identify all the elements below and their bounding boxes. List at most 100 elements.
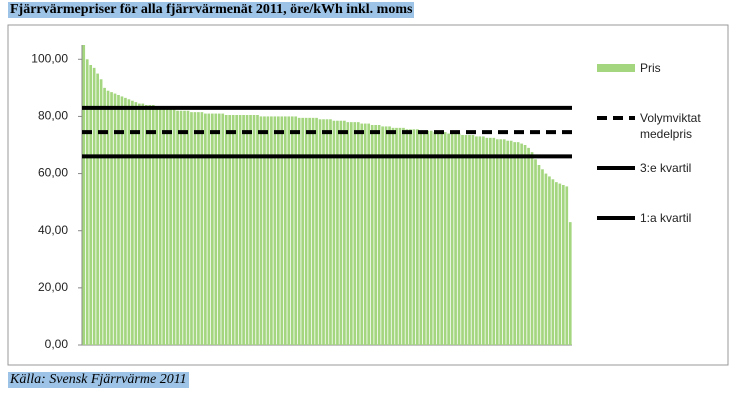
bar bbox=[541, 169, 544, 345]
legend-swatch bbox=[597, 64, 635, 72]
bar bbox=[356, 122, 360, 346]
bar bbox=[103, 87, 106, 345]
y-tick-label: 40,00 bbox=[38, 223, 68, 237]
bar bbox=[235, 115, 238, 345]
bar bbox=[308, 117, 311, 345]
bar bbox=[92, 67, 96, 345]
bar bbox=[457, 133, 461, 345]
bar bbox=[252, 115, 256, 345]
bar bbox=[384, 126, 388, 345]
legend-label: 3:e kvartil bbox=[640, 161, 692, 175]
bar bbox=[513, 142, 516, 345]
bar bbox=[99, 79, 103, 346]
bar bbox=[221, 113, 225, 345]
bar bbox=[367, 123, 371, 345]
bar bbox=[488, 137, 492, 345]
bar bbox=[530, 152, 534, 345]
bar bbox=[117, 95, 120, 345]
bar bbox=[561, 185, 565, 345]
bar bbox=[429, 130, 433, 345]
bar bbox=[318, 119, 322, 346]
bar bbox=[329, 119, 332, 346]
bar bbox=[381, 126, 384, 345]
bar bbox=[106, 90, 110, 345]
bar bbox=[183, 110, 186, 345]
bar bbox=[238, 115, 242, 345]
bar bbox=[363, 123, 367, 345]
bar bbox=[224, 115, 228, 345]
bar bbox=[568, 222, 572, 345]
bar bbox=[509, 140, 513, 345]
bar bbox=[485, 137, 489, 345]
bar bbox=[343, 120, 346, 345]
chart-frame bbox=[7, 24, 729, 366]
bar bbox=[249, 115, 252, 345]
bar bbox=[207, 113, 211, 345]
bar bbox=[113, 93, 117, 345]
bar bbox=[471, 135, 475, 345]
bar bbox=[478, 136, 482, 345]
bar bbox=[346, 122, 350, 346]
bar bbox=[516, 142, 520, 345]
bar bbox=[454, 133, 457, 345]
bar bbox=[322, 119, 325, 346]
bar bbox=[127, 99, 131, 346]
bar bbox=[395, 127, 398, 345]
bar bbox=[349, 122, 353, 346]
legend-label: 1:a kvartil bbox=[640, 211, 692, 225]
bar bbox=[523, 145, 527, 345]
bar bbox=[176, 110, 179, 345]
bar bbox=[172, 109, 176, 346]
bar bbox=[360, 123, 364, 345]
bar bbox=[447, 133, 450, 345]
bar bbox=[440, 132, 444, 345]
bar bbox=[492, 137, 496, 345]
bar bbox=[551, 179, 555, 345]
bar bbox=[409, 129, 412, 345]
bar bbox=[537, 165, 541, 345]
title: Fjärrvärmepriser för alla fjärrvärmenät … bbox=[8, 2, 415, 18]
bar bbox=[200, 112, 204, 346]
source: Källa: Svensk Fjärrvärme 2011 bbox=[8, 372, 189, 388]
bar bbox=[495, 139, 499, 345]
bar bbox=[283, 116, 287, 345]
bar bbox=[89, 65, 93, 345]
bar bbox=[311, 117, 315, 345]
bar bbox=[134, 102, 138, 346]
bar bbox=[450, 133, 454, 345]
bar bbox=[405, 129, 409, 345]
bar bbox=[419, 130, 423, 345]
bar bbox=[464, 135, 468, 345]
bar bbox=[520, 143, 523, 345]
bar bbox=[297, 117, 301, 345]
bar bbox=[131, 100, 134, 345]
bar bbox=[228, 115, 232, 345]
bar bbox=[461, 135, 464, 345]
bar bbox=[210, 113, 214, 345]
bar bbox=[186, 110, 190, 345]
bar bbox=[231, 115, 235, 345]
bar bbox=[565, 186, 569, 345]
bar bbox=[169, 109, 172, 346]
bar bbox=[398, 127, 402, 345]
bar bbox=[412, 129, 416, 345]
bar bbox=[124, 97, 127, 345]
bar bbox=[527, 147, 530, 345]
bar bbox=[294, 116, 298, 345]
bar bbox=[266, 116, 270, 345]
bar bbox=[85, 59, 89, 346]
bar bbox=[336, 120, 339, 345]
bar bbox=[548, 176, 551, 345]
bar bbox=[151, 105, 155, 345]
bar bbox=[287, 116, 291, 345]
bar bbox=[499, 139, 503, 345]
bar bbox=[332, 120, 336, 345]
bar bbox=[148, 105, 152, 345]
bar bbox=[280, 116, 284, 345]
bar bbox=[370, 125, 374, 345]
bar bbox=[214, 113, 218, 345]
bar bbox=[402, 127, 405, 345]
bar bbox=[263, 116, 266, 345]
y-tick-label: 80,00 bbox=[38, 109, 68, 123]
